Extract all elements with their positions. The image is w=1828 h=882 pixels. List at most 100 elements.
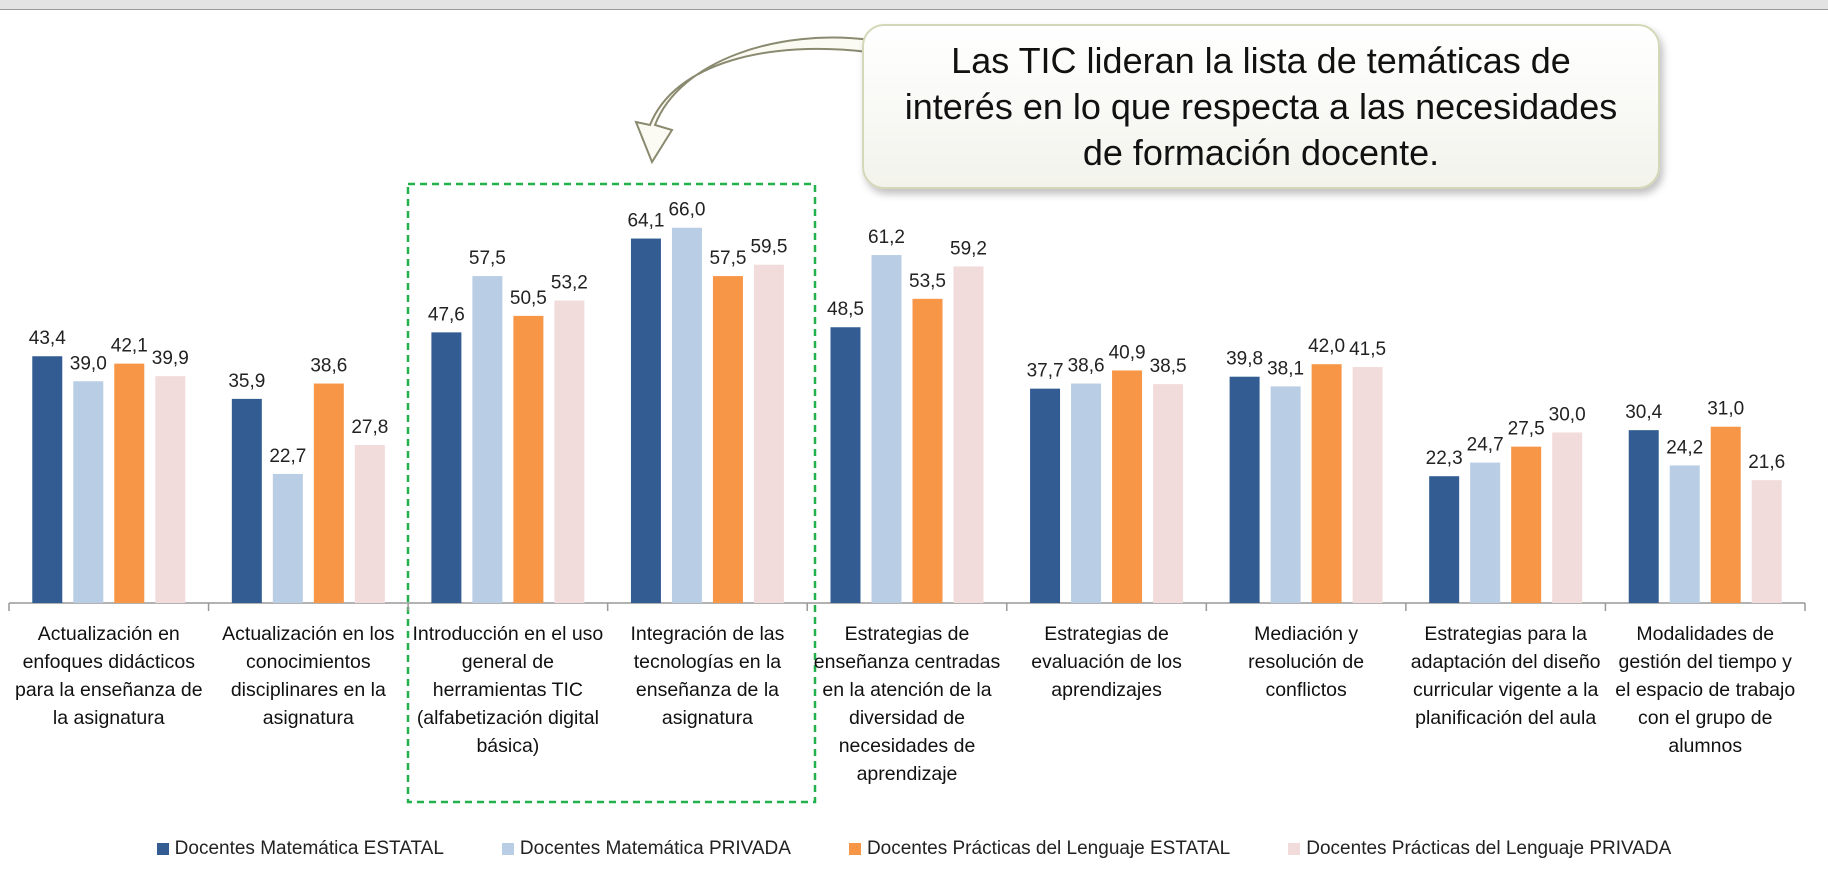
bar bbox=[1628, 430, 1659, 603]
bar bbox=[472, 276, 503, 603]
value-label: 57,5 bbox=[709, 248, 746, 269]
x-tick-label: Estrategias de evaluación de los aprendi… bbox=[1031, 623, 1182, 701]
legend-item: Docentes Matemática PRIVADA bbox=[501, 838, 791, 860]
bar bbox=[354, 444, 385, 603]
value-label: 41,5 bbox=[1349, 339, 1386, 360]
value-label: 27,5 bbox=[1508, 419, 1545, 440]
x-tick-label: Introducción en el uso general de herram… bbox=[412, 623, 604, 757]
x-tick-label: Integración de las tecnologías en la ens… bbox=[630, 623, 785, 729]
value-label: 64,1 bbox=[627, 211, 664, 232]
bar bbox=[1311, 364, 1342, 603]
bar bbox=[830, 327, 861, 603]
bar bbox=[513, 315, 544, 603]
x-tick-label: Estrategias de enseñanza centradas en la… bbox=[813, 623, 1001, 785]
legend-swatch bbox=[1288, 843, 1301, 855]
bar bbox=[753, 264, 784, 603]
x-tick-label: Modalidades de gestión del tiempo y el e… bbox=[1615, 623, 1796, 757]
value-label: 50,5 bbox=[510, 288, 547, 309]
value-label: 66,0 bbox=[668, 200, 705, 221]
bar bbox=[1030, 388, 1061, 603]
legend-label: Docentes Matemática ESTATAL bbox=[174, 838, 444, 859]
value-label: 53,2 bbox=[551, 273, 588, 294]
value-label: 61,2 bbox=[868, 227, 905, 248]
value-label: 59,2 bbox=[950, 238, 987, 259]
bar bbox=[114, 363, 145, 603]
value-label: 35,9 bbox=[228, 371, 265, 392]
value-label: 24,7 bbox=[1467, 435, 1504, 456]
value-label: 42,0 bbox=[1308, 336, 1345, 357]
value-label: 31,0 bbox=[1707, 399, 1744, 420]
bar bbox=[630, 238, 661, 603]
value-label: 43,4 bbox=[29, 328, 66, 349]
legend-swatch bbox=[156, 843, 169, 855]
value-label: 59,5 bbox=[750, 237, 787, 258]
x-tick-label: Actualización en enfoques didácticos par… bbox=[14, 623, 203, 729]
bar bbox=[1153, 384, 1184, 603]
value-label: 21,6 bbox=[1748, 452, 1785, 473]
highlight-box bbox=[406, 182, 817, 804]
value-label: 27,8 bbox=[351, 417, 388, 438]
bar bbox=[1429, 476, 1460, 603]
legend-label: Docentes Matemática PRIVADA bbox=[519, 838, 791, 859]
bar bbox=[1229, 376, 1260, 603]
callout-arrow bbox=[634, 36, 872, 165]
bar bbox=[1511, 446, 1542, 603]
bar bbox=[73, 381, 104, 603]
value-label: 48,5 bbox=[827, 299, 864, 320]
value-label: 30,4 bbox=[1625, 402, 1662, 423]
value-label: 47,6 bbox=[428, 304, 465, 325]
legend-item: Docentes Prácticas del Lenguaje ESTATAL bbox=[848, 838, 1231, 860]
value-label: 30,0 bbox=[1549, 404, 1586, 425]
bar bbox=[313, 383, 344, 603]
value-label: 22,3 bbox=[1426, 448, 1463, 469]
callout: Las TIC lideran la lista de temáticas de… bbox=[862, 24, 1660, 189]
legend-label: Docentes Prácticas del Lenguaje PRIVADA bbox=[1306, 838, 1672, 859]
value-label: 22,7 bbox=[269, 446, 306, 467]
legend-label: Docentes Prácticas del Lenguaje ESTATAL bbox=[866, 838, 1231, 859]
bar bbox=[272, 473, 303, 603]
bar bbox=[953, 266, 984, 603]
bar bbox=[1751, 480, 1782, 603]
bar bbox=[155, 376, 186, 603]
value-label: 24,2 bbox=[1666, 437, 1703, 458]
value-label: 38,6 bbox=[1068, 356, 1105, 377]
bar bbox=[1270, 386, 1301, 603]
bar bbox=[1710, 426, 1741, 603]
value-label: 53,5 bbox=[909, 271, 946, 292]
value-label: 39,0 bbox=[70, 353, 107, 374]
value-label: 38,5 bbox=[1150, 356, 1187, 377]
bar bbox=[231, 398, 262, 603]
value-label: 37,7 bbox=[1027, 361, 1064, 382]
legend: Docentes Matemática ESTATAL Docentes Mate… bbox=[0, 838, 1828, 860]
legend-item: Docentes Prácticas del Lenguaje PRIVADA bbox=[1288, 838, 1671, 860]
value-label: 57,5 bbox=[469, 248, 506, 269]
bar bbox=[671, 227, 702, 603]
bar bbox=[1470, 462, 1501, 603]
bar bbox=[1071, 383, 1102, 603]
legend-swatch bbox=[848, 843, 861, 855]
value-label: 42,1 bbox=[111, 336, 148, 357]
value-label: 38,6 bbox=[310, 356, 347, 377]
x-tick-label: Mediación y resolución de conflictos bbox=[1248, 623, 1365, 701]
legend-item: Docentes Matemática ESTATAL bbox=[156, 838, 444, 860]
value-label: 39,9 bbox=[152, 348, 189, 369]
bar bbox=[871, 255, 902, 603]
bar bbox=[431, 332, 462, 603]
bar bbox=[554, 300, 585, 603]
bar bbox=[712, 276, 743, 603]
x-tick-label: Actualización en los conocimientos disci… bbox=[222, 623, 395, 729]
window-frame bbox=[0, 0, 1828, 9]
value-label: 38,1 bbox=[1267, 358, 1304, 379]
legend-swatch bbox=[501, 843, 514, 855]
bar bbox=[1552, 432, 1583, 603]
bar bbox=[32, 356, 63, 603]
x-tick-label: Estrategias para la adaptación del diseñ… bbox=[1410, 623, 1601, 729]
value-label: 40,9 bbox=[1109, 342, 1146, 363]
bar bbox=[1112, 370, 1143, 603]
bar bbox=[1352, 367, 1383, 603]
value-label: 39,8 bbox=[1226, 349, 1263, 370]
bar bbox=[1669, 465, 1700, 603]
bar bbox=[912, 298, 943, 603]
